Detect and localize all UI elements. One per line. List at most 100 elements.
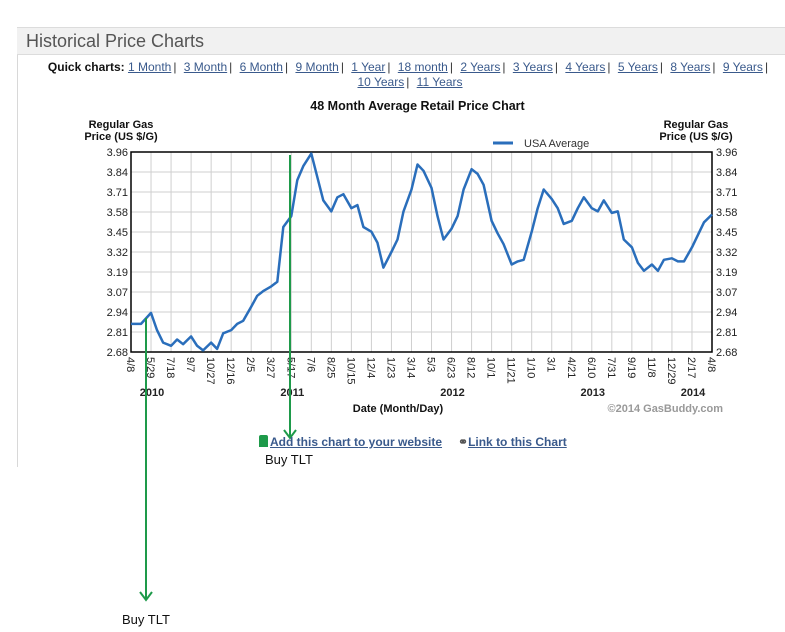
quick-charts-label: Quick charts: <box>47 60 125 74</box>
y-tick-label-right: 3.84 <box>716 167 737 179</box>
x-tick-label: 4/8 <box>705 357 717 372</box>
y-tick-label-left: 3.07 <box>107 287 128 299</box>
y-tick-label-right: 3.07 <box>716 287 737 299</box>
year-label: 2010 <box>140 387 164 399</box>
y-tick-label-right: 3.45 <box>716 227 737 239</box>
chain-link-icon: ⚭ <box>458 435 469 449</box>
x-tick-label: 12/29 <box>665 357 677 385</box>
quick-chart-link[interactable]: 5 Years <box>617 60 658 74</box>
y-tick-label-right: 2.81 <box>716 327 737 339</box>
y-tick-label-right: 3.96 <box>716 147 737 159</box>
quick-chart-link[interactable]: 4 Years <box>565 60 606 74</box>
chart-title: 48 Month Average Retail Price Chart <box>310 99 525 113</box>
year-label: 2012 <box>440 387 464 399</box>
x-tick-label: 8/12 <box>465 357 477 378</box>
y-tick-label-right: 3.58 <box>716 207 737 219</box>
quick-chart-link[interactable]: 10 Years <box>357 75 405 89</box>
separator: | <box>659 60 664 74</box>
quick-chart-link[interactable]: 18 month <box>397 60 448 74</box>
x-tick-label: 10/1 <box>485 357 497 378</box>
y-tick-label-left: 3.58 <box>107 207 128 219</box>
annotation-buy-tlt-2011: Buy TLT <box>265 452 313 467</box>
legend-label: USA Average <box>524 138 589 150</box>
annotation-arrowhead-2011 <box>283 429 297 440</box>
add-chart-link[interactable]: Add this chart to your website <box>270 435 443 449</box>
x-tick-label: 5/29 <box>144 357 156 378</box>
year-label: 2011 <box>280 387 304 399</box>
quick-chart-link[interactable]: 2 Years <box>460 60 501 74</box>
quick-chart-link[interactable]: 1 Year <box>351 60 386 74</box>
y-tick-label-left: 3.19 <box>107 267 128 279</box>
y-tick-label-left: 3.45 <box>107 227 128 239</box>
y-tick-label-right: 3.32 <box>716 247 737 259</box>
x-tick-label: 3/1 <box>545 357 557 372</box>
annotation-arrowhead-2010 <box>139 591 153 602</box>
y-axis-title-right: Regular Gas Price (US $/G) <box>659 119 733 143</box>
x-tick-label: 9/7 <box>184 357 196 372</box>
plot-frame <box>130 151 713 353</box>
quick-chart-link[interactable]: 3 Month <box>183 60 228 74</box>
x-axis-title: Date (Month/Day) <box>353 403 444 415</box>
separator: | <box>229 60 233 74</box>
x-tick-label: 6/10 <box>585 357 597 378</box>
quick-chart-link[interactable]: 1 Month <box>127 60 172 74</box>
y-tick-label-right: 2.94 <box>716 307 737 319</box>
x-tick-label: 3/14 <box>404 357 416 378</box>
x-tick-label: 5/3 <box>425 357 437 372</box>
separator: | <box>340 60 344 74</box>
link-to-chart-link[interactable]: Link to this Chart <box>468 435 567 449</box>
x-tick-label: 7/31 <box>605 357 617 378</box>
x-tick-label: 2/17 <box>685 357 697 378</box>
annotation-buy-tlt-2010: Buy TLT <box>122 612 170 627</box>
y-axis-title-left: Regular Gas Price (US $/G) <box>84 119 158 143</box>
separator: | <box>607 60 611 74</box>
separator: | <box>554 60 558 74</box>
separator: | <box>712 60 716 74</box>
quick-chart-link[interactable]: 11 Years <box>416 75 463 89</box>
x-tick-label: 10/27 <box>204 357 216 385</box>
x-tick-label: 8/25 <box>324 357 336 378</box>
y-tick-label-left: 3.32 <box>107 247 128 259</box>
y-tick-label-left: 3.71 <box>107 187 128 199</box>
x-tick-label: 3/27 <box>264 357 276 378</box>
x-tick-label: 6/23 <box>445 357 457 378</box>
y-tick-label-right: 3.19 <box>716 267 737 279</box>
y-tick-label-left: 3.96 <box>107 147 128 159</box>
quick-chart-link[interactable]: 9 Month <box>295 60 339 74</box>
separator: | <box>502 60 506 74</box>
y-tick-label-right: 2.68 <box>716 347 737 359</box>
x-tick-label: 11/21 <box>505 357 517 384</box>
y-tick-label-right: 3.71 <box>716 187 737 199</box>
add-chart-link-group: Add this chart to your website <box>259 435 442 449</box>
quick-chart-link[interactable]: 8 Years <box>670 60 711 74</box>
y-tick-label-left: 2.68 <box>107 347 128 359</box>
section-header: Historical Price Charts <box>17 27 785 55</box>
separator: | <box>406 75 410 89</box>
quick-chart-link[interactable]: 9 Years <box>722 60 763 74</box>
x-tick-label: 12/16 <box>224 357 236 385</box>
quick-chart-link[interactable]: 6 Month <box>239 60 283 74</box>
y-tick-label-left: 3.84 <box>107 167 128 179</box>
x-tick-label: 4/8 <box>124 357 136 372</box>
x-tick-label: 7/6 <box>304 357 316 372</box>
quick-charts-bar: Quick charts: 1 Month | 3 Month | 6 Month |… <box>40 60 780 90</box>
x-tick-label: 4/21 <box>565 357 577 378</box>
separator: | <box>284 60 289 74</box>
x-tick-label: 11/8 <box>645 357 657 378</box>
gas-pump-icon <box>259 435 268 447</box>
x-tick-label: 10/15 <box>344 357 356 385</box>
x-tick-label: 7/18 <box>164 357 176 378</box>
separator: | <box>764 60 769 74</box>
separator: | <box>173 60 177 74</box>
x-tick-label: 1/23 <box>384 357 396 378</box>
year-label: 2013 <box>581 387 605 399</box>
x-tick-label: 9/19 <box>625 357 637 378</box>
y-tick-label-left: 2.81 <box>107 327 128 339</box>
y-tick-label-left: 2.94 <box>107 307 128 319</box>
quick-chart-link[interactable]: 3 Years <box>512 60 553 74</box>
panel-border <box>17 27 18 467</box>
separator: | <box>387 60 391 74</box>
x-tick-label: 1/10 <box>525 357 537 378</box>
x-tick-label: 12/4 <box>364 357 376 378</box>
